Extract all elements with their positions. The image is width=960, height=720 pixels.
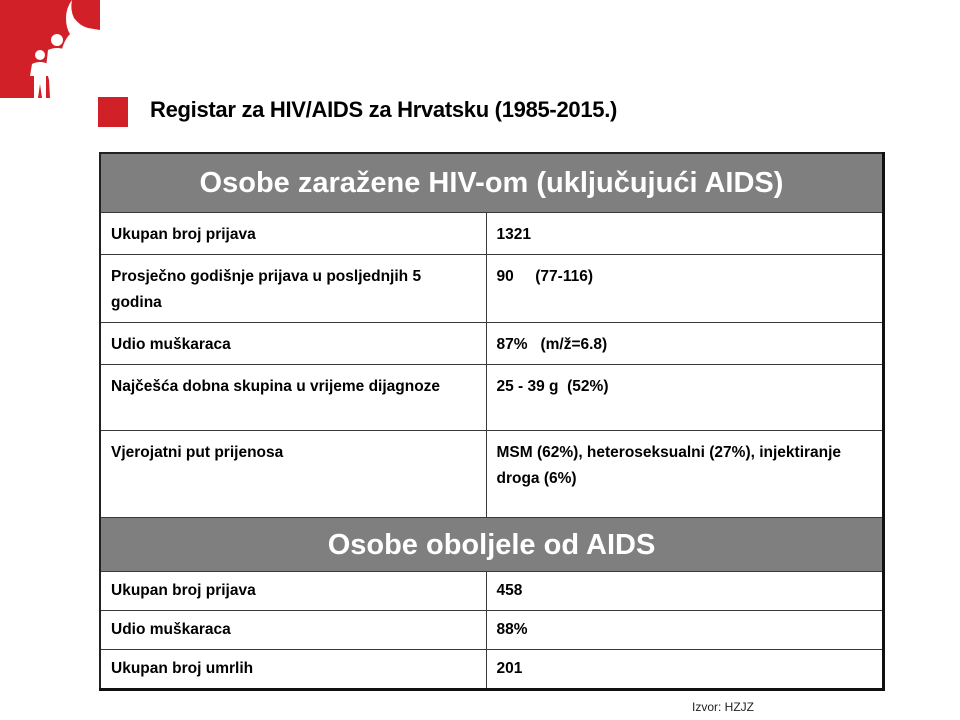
row-label: Ukupan broj prijava <box>99 571 487 611</box>
section-header-row: Osobe oboljele od AIDS <box>99 517 884 572</box>
row-value: 458 <box>485 571 884 611</box>
row-label: Ukupan broj prijava <box>99 212 487 255</box>
table-row: Prosječno godišnje prijava u posljednjih… <box>99 254 884 323</box>
table-row: Udio muškaraca 88% <box>99 610 884 650</box>
section-heading-hiv: Osobe zaražene HIV-om (uključujući AIDS) <box>99 152 884 213</box>
page-title: Registar za HIV/AIDS za Hrvatsku (1985-2… <box>150 97 618 122</box>
row-label: Udio muškaraca <box>99 322 487 365</box>
row-value: 1321 <box>485 212 884 255</box>
table-row: Udio muškaraca 87% (m/ž=6.8) <box>99 322 884 365</box>
row-value: 90 (77-116) <box>485 254 884 323</box>
source-note: Izvor: HZJZ <box>692 700 754 714</box>
people-silhouette-logo-icon <box>0 0 100 98</box>
section-header-row: Osobe zaražene HIV-om (uključujući AIDS) <box>99 152 884 213</box>
table-row: Ukupan broj prijava 1321 <box>99 212 884 255</box>
row-label: Ukupan broj umrlih <box>99 649 487 690</box>
row-value: 88% <box>485 610 884 650</box>
row-value: 25 - 39 g (52%) <box>485 364 884 431</box>
row-label: Vjerojatni put prijenosa <box>99 430 487 518</box>
table-row: Vjerojatni put prijenosa MSM (62%), hete… <box>99 430 884 518</box>
row-label: Udio muškaraca <box>99 610 487 650</box>
section-heading-aids: Osobe oboljele od AIDS <box>99 517 884 572</box>
row-label: Najčešća dobna skupina u vrijeme dijagno… <box>99 364 487 431</box>
row-value: 87% (m/ž=6.8) <box>485 322 884 365</box>
row-label: Prosječno godišnje prijava u posljednjih… <box>99 254 487 323</box>
row-value: 201 <box>485 649 884 690</box>
table-row: Ukupan broj umrlih 201 <box>99 649 884 690</box>
table-row: Najčešća dobna skupina u vrijeme dijagno… <box>99 364 884 431</box>
title-bullet-square <box>98 97 128 127</box>
row-value: MSM (62%), heteroseksualni (27%), injekt… <box>485 430 884 518</box>
table-row: Ukupan broj prijava 458 <box>99 571 884 611</box>
hiv-aids-registry-table: Osobe zaražene HIV-om (uključujući AIDS)… <box>99 152 885 691</box>
